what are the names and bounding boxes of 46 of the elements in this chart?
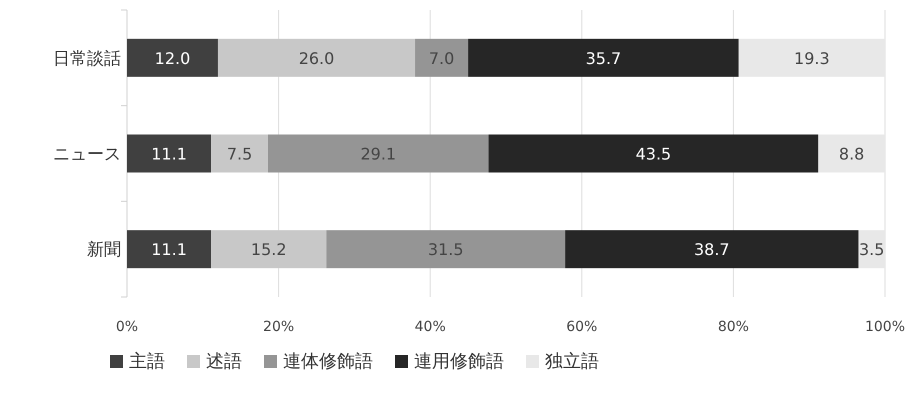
data-label: 7.0	[428, 48, 454, 68]
x-tick-label: 40%	[414, 319, 446, 335]
bar	[468, 38, 739, 77]
data-label: 15.2	[250, 240, 287, 260]
data-label: 29.1	[360, 144, 396, 164]
y-tick-label: 新聞	[87, 240, 121, 260]
bar	[565, 230, 858, 268]
data-label: 38.7	[694, 240, 730, 260]
data-label: 26.0	[298, 48, 334, 68]
bar	[326, 230, 566, 268]
y-tick-label: ニュース	[53, 144, 121, 164]
legend-述語: 述語	[187, 351, 242, 372]
legend-主語: 主語	[110, 351, 165, 372]
data-label: 3.5	[859, 240, 884, 260]
data-label: 43.5	[636, 144, 672, 164]
y-tick-label: 日常談話	[53, 48, 121, 69]
bar	[127, 134, 212, 172]
bar	[488, 134, 818, 172]
x-tick-label: 80%	[718, 319, 749, 335]
legend-label: 主語	[129, 351, 165, 372]
data-label: 11.1	[151, 144, 187, 164]
bar	[218, 38, 416, 77]
legend-label: 連用修飾語	[414, 351, 504, 372]
bar	[211, 230, 326, 268]
bar	[268, 134, 489, 172]
legend-label: 連体修飾語	[283, 351, 373, 372]
bar	[127, 38, 218, 77]
legend-独立語: 独立語	[526, 351, 599, 372]
data-label: 35.7	[586, 48, 622, 68]
legend-連用修飾語: 連用修飾語	[395, 351, 504, 372]
legend-連体修飾語: 連体修飾語	[264, 351, 373, 372]
bar	[211, 134, 268, 172]
data-label: 11.1	[151, 240, 187, 260]
legend-label: 独立語	[545, 351, 599, 372]
data-label: 7.5	[226, 144, 252, 164]
legend-label: 述語	[206, 351, 242, 372]
data-label: 19.3	[794, 48, 830, 68]
x-tick-label: 0%	[116, 319, 138, 335]
x-tick-label: 100%	[864, 319, 906, 335]
bar	[127, 230, 212, 268]
data-label: 8.8	[838, 144, 864, 164]
data-label: 31.5	[428, 240, 464, 260]
data-label: 12.0	[154, 48, 190, 68]
bar	[415, 38, 468, 77]
x-tick-label: 60%	[566, 319, 598, 335]
x-tick-label: 20%	[263, 319, 294, 335]
